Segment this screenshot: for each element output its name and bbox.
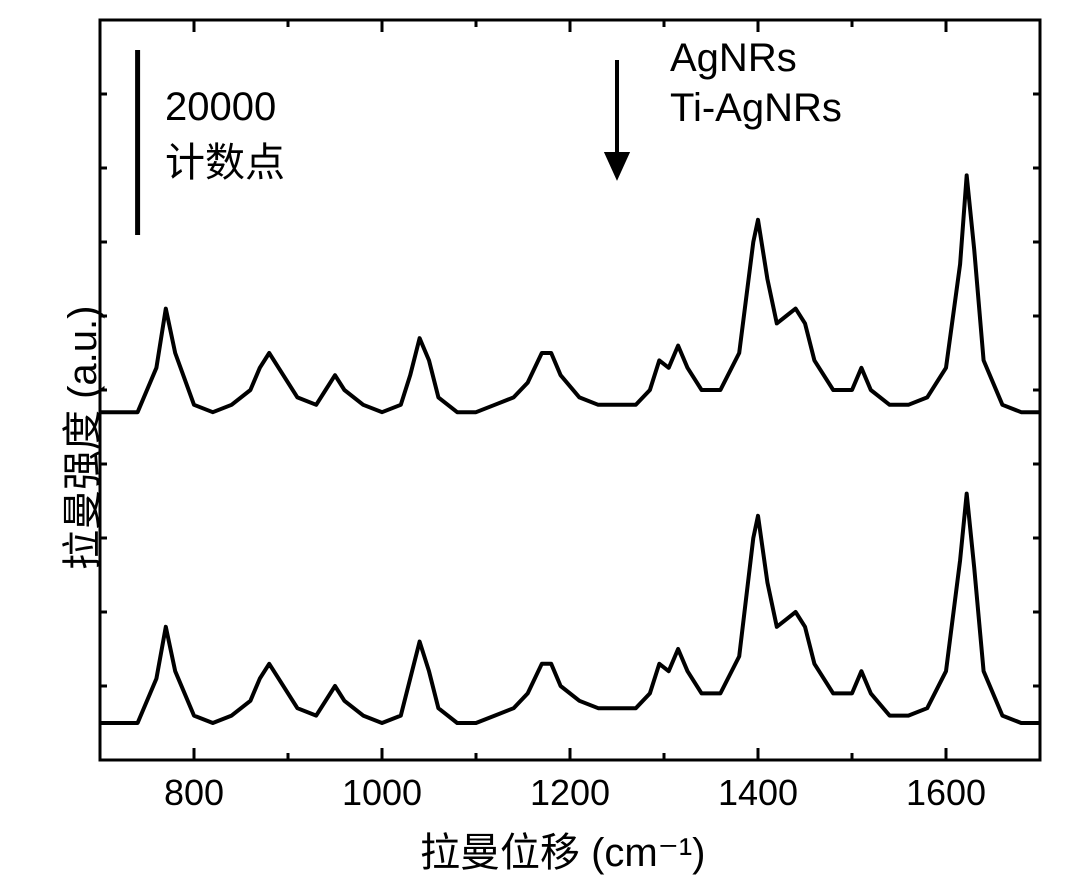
x-axis-label: 拉曼位移 (cm⁻¹) xyxy=(420,820,706,878)
spectrum-AgNRs xyxy=(100,175,1040,412)
scale-bar-value: 20000 xyxy=(165,85,276,130)
legend-item-0: AgNRs xyxy=(670,36,797,81)
scale-bar-unit: 计数点 xyxy=(165,130,285,188)
raman-chart: 拉曼强度 (a.u.) 拉曼位移 (cm⁻¹) 20000 计数点 AgNRs … xyxy=(0,0,1069,876)
spectrum-Ti-AgNRs xyxy=(100,494,1040,723)
x-tick-label: 1200 xyxy=(525,772,615,814)
x-tick-label: 800 xyxy=(149,772,239,814)
x-tick-label: 1000 xyxy=(337,772,427,814)
x-tick-label: 1400 xyxy=(713,772,803,814)
y-axis-label: 拉曼强度 (a.u.) xyxy=(50,306,108,570)
plot-svg xyxy=(0,0,1069,876)
legend-item-1: Ti-AgNRs xyxy=(670,86,842,131)
x-tick-label: 1600 xyxy=(901,772,991,814)
